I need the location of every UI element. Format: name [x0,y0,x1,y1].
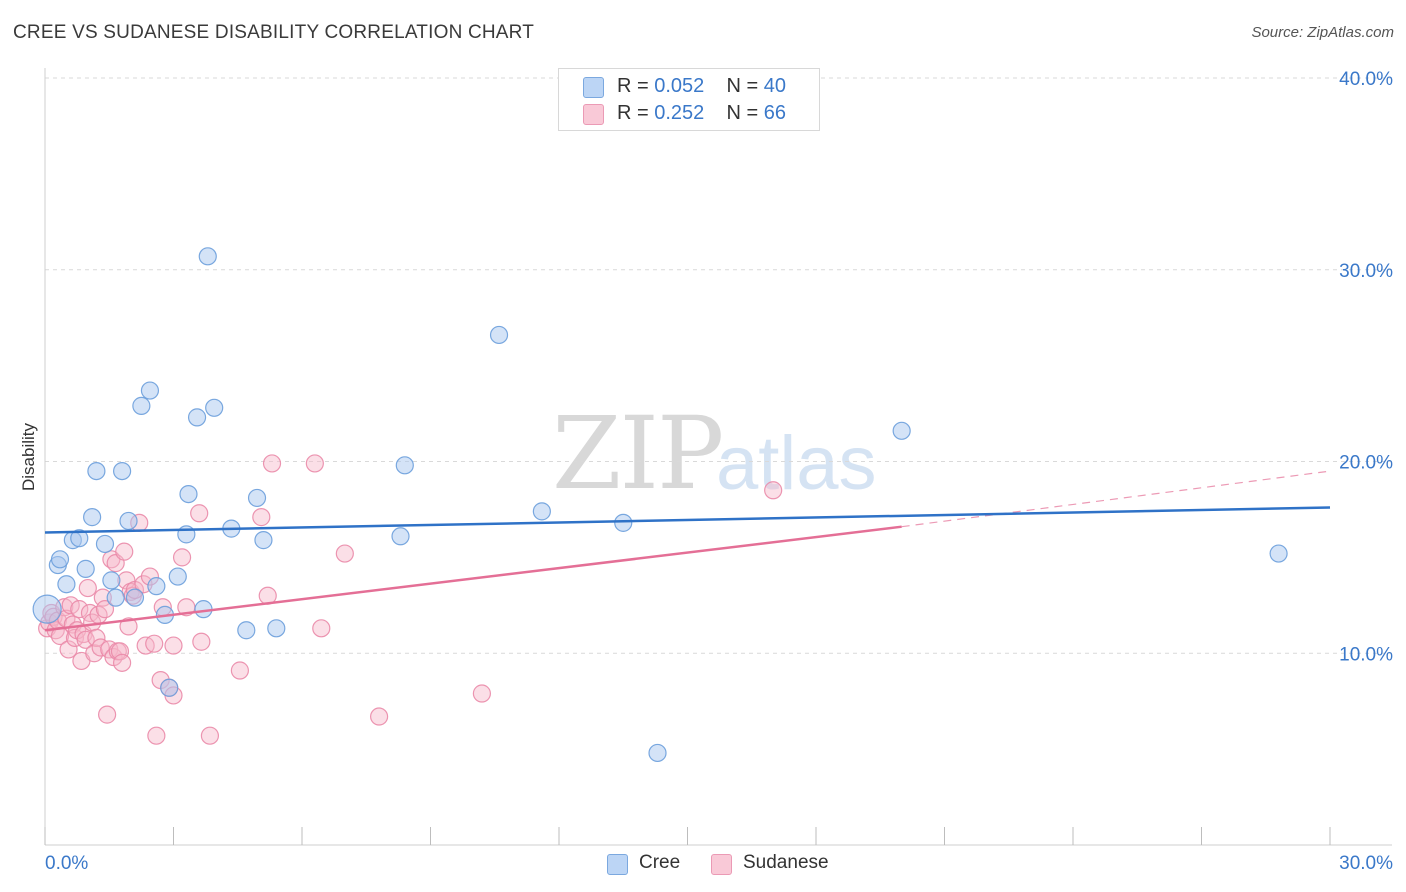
sudanese-point [230,661,249,680]
cree-label: Cree [639,852,681,873]
cree-point [57,575,76,594]
cree-point [267,619,286,638]
legend-r-value: 0.052 [654,75,705,97]
sudanese-point [112,653,132,672]
cree-point [892,421,911,440]
sudanese-point [61,596,80,615]
cree-point [198,247,217,266]
cree-point [648,743,667,763]
cree-point [395,456,414,475]
cree-point [70,529,89,548]
x-tick-label-min: 0.0% [45,853,88,874]
axis-labels: 10.0% 20.0% 30.0% 40.0% 0.0% 30.0% Disability [19,69,1393,874]
legend-n-value: 40 [763,75,787,97]
sudanese-label: Sudanese [743,852,829,873]
legend-n-label: N = [726,75,764,97]
sudanese-point [110,642,130,661]
y-tick-label: 20.0% [1339,453,1393,474]
y-tick-label: 40.0% [1339,69,1393,90]
legend-r-value: 0.252 [654,102,705,124]
sudanese-swatch [583,104,604,125]
sudanese-point [70,600,89,619]
cree-point [95,534,115,554]
cree-point [205,398,224,417]
sudanese-point [87,628,106,648]
sudanese-point [190,504,209,523]
cree-point [32,594,62,624]
cree-point [132,396,151,415]
cree-point [83,508,102,527]
y-axis-title: Disability [19,422,38,491]
cree-point [106,588,125,607]
y-tick-label: 10.0% [1339,644,1393,665]
cree-point [532,502,551,521]
cree-point [87,461,106,481]
legend-r-label: R = [617,102,655,124]
cree-point [489,325,509,345]
cree-point [179,484,198,504]
sudanese-point [95,600,115,619]
sudanese-trend-line [44,525,902,632]
sudanese-point [252,508,271,527]
correlation-legend: R = 0.052 N = 40 R = 0.252 N = 66 [558,68,820,131]
sudanese-point [164,636,183,655]
cree-point [112,461,132,481]
cree-point [147,577,166,596]
cree-point [119,511,138,531]
cree-swatch [607,854,628,875]
cree-point [614,513,633,532]
cree-point [247,488,267,508]
cree-trend-line [44,506,1331,534]
watermark-atlas: atlas [716,421,877,506]
sudanese-point [305,454,324,473]
sudanese-points [38,454,783,745]
legend-n-value: 66 [763,102,787,124]
sudanese-swatch [711,854,732,875]
sudanese-point [312,619,331,638]
watermark-zip: ZIP [552,395,724,512]
cree-point [125,588,145,607]
cree-point [1269,544,1288,563]
cree-point [187,408,207,427]
cree-point [391,527,410,546]
legend-r-label: R = [617,75,655,97]
cree-point [237,621,256,640]
sudanese-point [172,548,192,567]
y-tick-label: 30.0% [1339,261,1393,282]
sudanese-point [472,684,491,703]
sudanese-point [764,481,783,500]
sudanese-point [370,707,389,726]
sudanese-trend-extension [901,470,1331,528]
cree-point [160,678,179,697]
legend-n-label: N = [726,102,764,124]
cree-point [102,571,121,590]
grid-lines [45,77,1392,654]
cree-point [140,381,160,400]
sudanese-point [192,632,211,651]
trend-lines [44,470,1331,632]
cree-point [76,559,95,578]
x-tick-label-max: 30.0% [1339,853,1393,874]
source-label: Source: ZipAtlas.com [1251,24,1394,41]
sudanese-point [147,726,166,745]
axes [44,68,1392,846]
sudanese-point [119,617,138,636]
sudanese-point [145,634,164,653]
cree-points [32,247,1288,763]
sudanese-point [98,705,117,724]
cree-swatch [583,77,604,98]
cree-point [168,567,187,586]
sudanese-point [78,578,97,598]
chart-title: CREE VS SUDANESE DISABILITY CORRELATION … [13,22,535,43]
cree-point [50,550,70,569]
sudanese-point [200,726,220,745]
sudanese-point [335,544,354,563]
sudanese-point [59,640,78,659]
cree-point [254,531,273,550]
sudanese-point [115,542,134,561]
sudanese-point [262,454,282,473]
